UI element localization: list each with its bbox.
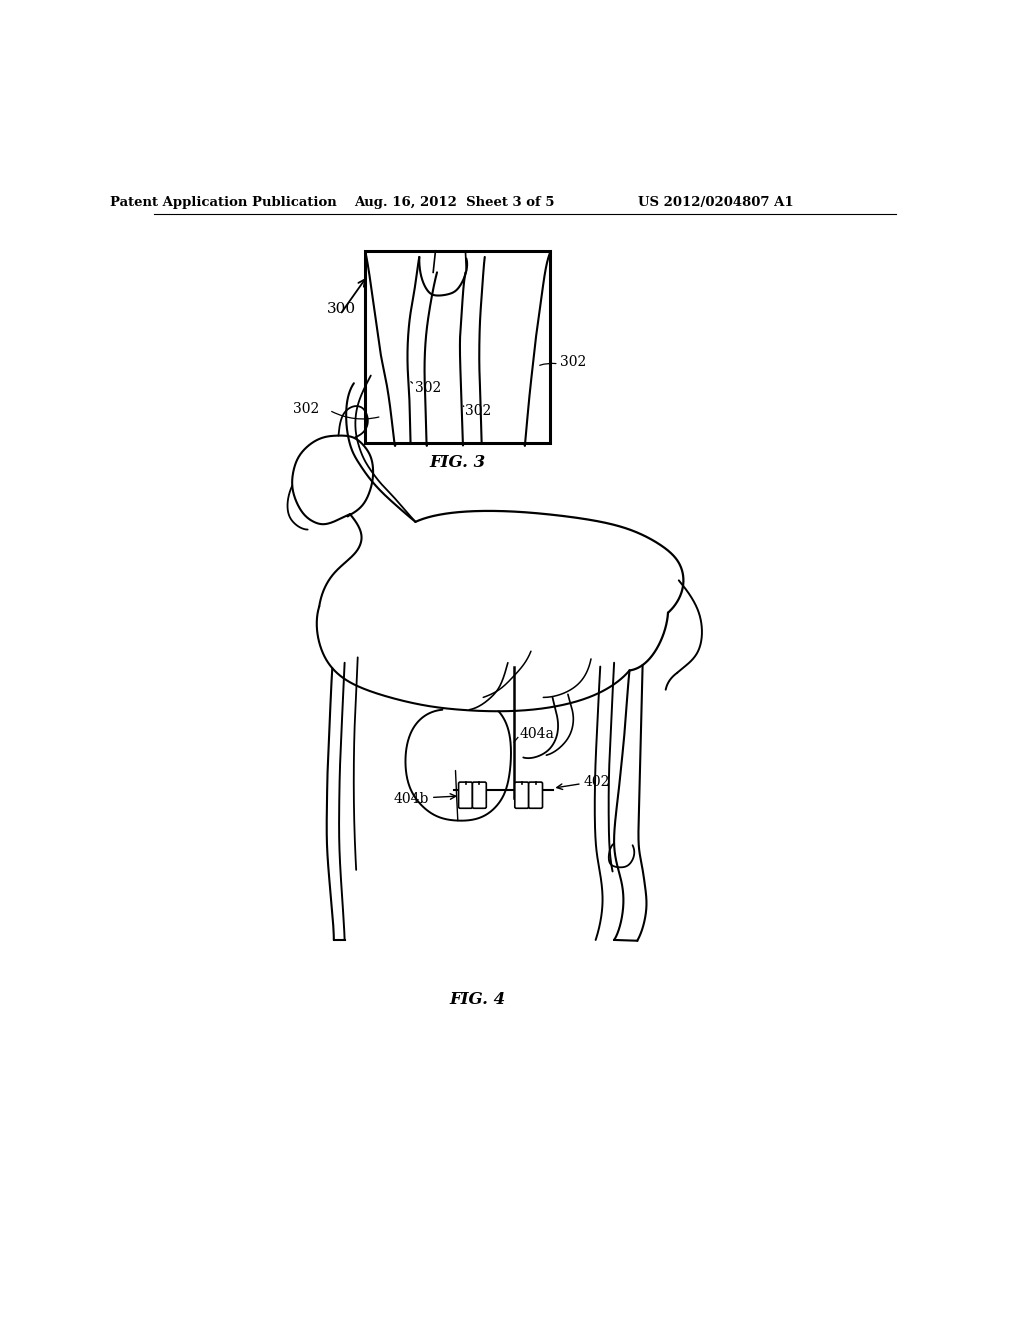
Text: 302: 302 <box>465 404 490 418</box>
FancyBboxPatch shape <box>472 781 486 808</box>
Text: Patent Application Publication: Patent Application Publication <box>110 195 336 209</box>
FancyBboxPatch shape <box>459 781 472 808</box>
FancyBboxPatch shape <box>515 781 528 808</box>
Text: 404b: 404b <box>394 792 429 807</box>
Text: 302: 302 <box>293 401 319 416</box>
Text: 302: 302 <box>416 381 441 395</box>
Text: Aug. 16, 2012  Sheet 3 of 5: Aug. 16, 2012 Sheet 3 of 5 <box>353 195 554 209</box>
Bar <box>366 251 550 444</box>
Text: FIG. 3: FIG. 3 <box>430 454 486 471</box>
Text: 302: 302 <box>560 355 587 370</box>
Text: 300: 300 <box>327 301 356 315</box>
FancyBboxPatch shape <box>528 781 543 808</box>
Text: 402: 402 <box>584 775 609 789</box>
Text: 404a: 404a <box>519 727 554 742</box>
Bar <box>366 251 550 444</box>
Text: FIG. 4: FIG. 4 <box>449 991 505 1007</box>
Text: US 2012/0204807 A1: US 2012/0204807 A1 <box>638 195 794 209</box>
